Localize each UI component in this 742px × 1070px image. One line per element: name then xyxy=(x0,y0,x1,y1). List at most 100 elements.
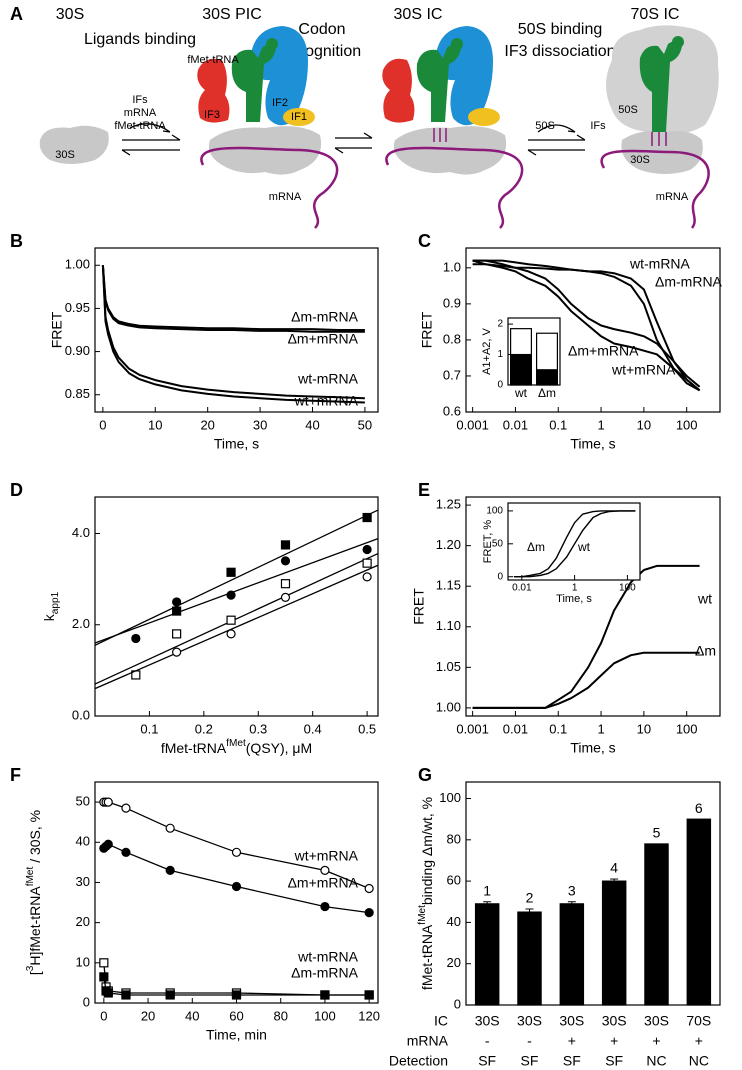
bar xyxy=(559,903,585,1006)
step-label: IF3 dissociation xyxy=(504,43,615,60)
y-tick-label: 2.0 xyxy=(72,616,90,631)
component-label: 30S xyxy=(630,154,650,166)
state-label: 70S IC xyxy=(631,6,680,23)
x-tick-label: 100 xyxy=(619,583,636,594)
line-series xyxy=(513,510,636,578)
y-axis-label-part: fMet xyxy=(25,866,36,886)
point xyxy=(172,629,182,639)
category-label: 4 xyxy=(610,860,618,876)
table-cell: SF xyxy=(478,1053,496,1069)
table-cell: SF xyxy=(563,1053,581,1069)
x-tick-label: 80 xyxy=(273,1008,287,1023)
plot-frame xyxy=(465,781,721,1006)
y-tick-label: 1.00 xyxy=(436,699,461,714)
plot-frame xyxy=(465,496,721,717)
table-cell: 70S xyxy=(686,1013,711,1029)
plot-frame xyxy=(465,247,721,413)
plot-frame xyxy=(94,496,379,717)
line-series xyxy=(472,259,701,392)
series-label: wt+mRNA xyxy=(294,393,359,409)
y-axis-label-part: 3 xyxy=(25,965,36,971)
y-tick-label: 0.7 xyxy=(443,367,461,382)
component-label: IF3 xyxy=(204,109,220,121)
x-tick-label: 0.001 xyxy=(456,721,489,736)
x-tick-label: 10 xyxy=(637,721,651,736)
category-label: wt xyxy=(514,386,528,400)
series-label: Δm+mRNA xyxy=(288,331,359,347)
point xyxy=(362,558,372,568)
table-cell: + xyxy=(568,1033,576,1049)
step-label: Codon xyxy=(298,21,345,38)
y-tick-label: 1 xyxy=(497,349,503,360)
y-tick-label: 60 xyxy=(447,873,461,888)
line-series xyxy=(472,259,701,392)
point xyxy=(103,797,113,807)
y-tick-label: 1.0 xyxy=(443,259,461,274)
y-tick-label: 0.0 xyxy=(72,707,90,722)
y-tick-label: 10 xyxy=(76,954,90,969)
point xyxy=(172,647,182,657)
x-axis-label: Time, s xyxy=(556,593,592,605)
table-cell: 30S xyxy=(517,1013,542,1029)
state-label: 30S PIC xyxy=(202,6,262,23)
x-tick-label: 0.1 xyxy=(549,417,567,432)
point xyxy=(280,540,291,550)
x-tick-label: 1 xyxy=(597,721,604,736)
category-label: 3 xyxy=(568,882,576,898)
panel-letter: A xyxy=(10,4,23,24)
ligand-label: mRNA xyxy=(124,107,157,119)
y-tick-label: 0.90 xyxy=(65,343,90,358)
series-label: wt-mRNA xyxy=(297,949,359,965)
table-row-label: Detection xyxy=(389,1053,448,1069)
bar xyxy=(474,903,500,1006)
panel-letter: C xyxy=(418,231,431,251)
x-tick-label: 0.01 xyxy=(503,417,528,432)
category-label: 5 xyxy=(653,825,661,841)
category-label: 6 xyxy=(695,800,703,816)
category-label: 2 xyxy=(526,890,534,906)
table-cell: SF xyxy=(605,1053,623,1069)
point xyxy=(280,556,291,566)
x-axis-label-part: fMet xyxy=(226,738,246,749)
y-tick-label: 0 xyxy=(497,380,503,391)
x-axis-label: Time, s xyxy=(214,436,259,452)
y-axis-label-part: H]fMet-tRNA xyxy=(27,886,43,966)
line-series xyxy=(472,651,700,709)
table-cell: - xyxy=(485,1033,490,1049)
x-tick-label: 40 xyxy=(305,417,319,432)
component-label: 50S xyxy=(618,104,638,116)
y-axis-label: FRET, % xyxy=(482,520,494,564)
point xyxy=(172,597,182,607)
table-row-label: mRNA xyxy=(407,1033,449,1049)
line-series xyxy=(472,564,700,709)
y-axis-label-part: app1 xyxy=(50,591,61,614)
point xyxy=(280,592,291,602)
y-tick-label: 0.95 xyxy=(65,300,90,315)
bar xyxy=(644,843,669,1006)
x-tick-label: 40 xyxy=(185,1008,199,1023)
point xyxy=(226,629,236,639)
panel-a: A 30S 30S PIC 30S IC 70S IC Ligands bind… xyxy=(10,4,719,230)
point xyxy=(364,883,374,894)
ribosome-70s xyxy=(600,25,719,229)
table-cell: 30S xyxy=(644,1013,669,1029)
x-tick-label: 0.5 xyxy=(358,721,376,736)
line-series xyxy=(101,265,365,400)
bar xyxy=(686,818,712,1006)
plot-frame xyxy=(94,247,379,413)
y-tick-label: 20 xyxy=(76,914,90,929)
x-axis-label-part: (QSY), μM xyxy=(246,740,312,756)
point xyxy=(362,572,372,582)
y-axis-label-part: fMet-tRNA xyxy=(419,924,435,990)
y-tick-label: 0 xyxy=(454,996,461,1011)
bar xyxy=(517,911,542,1006)
y-axis-label: A1+A2, V xyxy=(481,327,493,374)
point xyxy=(280,579,291,589)
x-tick-label: 0.1 xyxy=(549,721,567,736)
point xyxy=(99,972,109,982)
category-label: 1 xyxy=(483,882,491,898)
panel-letter: B xyxy=(10,231,23,251)
component-label: fMet-tRNA xyxy=(187,54,239,66)
x-tick-label: 0.1 xyxy=(140,721,158,736)
step-label: 50S binding xyxy=(518,21,603,38)
